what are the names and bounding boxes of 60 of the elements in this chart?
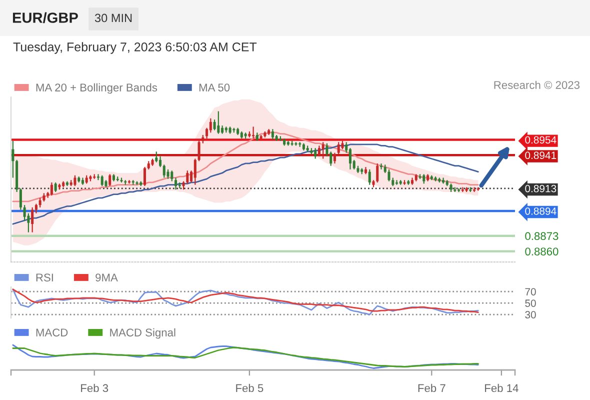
x-tick-label: Feb 3 <box>81 384 108 392</box>
candlestick <box>337 142 340 155</box>
candlestick <box>166 168 170 180</box>
candlestick <box>170 170 174 182</box>
candlestick <box>74 174 76 187</box>
candlestick <box>333 152 336 164</box>
legend-label: RSI <box>36 274 53 282</box>
y-tick-label: 50 <box>525 300 536 307</box>
candlestick <box>38 197 42 208</box>
candlestick <box>368 168 371 186</box>
candlestick <box>388 168 390 182</box>
text: 30 MIN <box>94 14 132 22</box>
candlestick <box>54 182 57 193</box>
candlestick <box>159 156 162 168</box>
candlestick <box>213 119 216 131</box>
legend-label: MA 20 + Bollinger Bands <box>36 83 158 94</box>
candlestick <box>348 147 352 170</box>
candlestick <box>198 139 200 162</box>
candlestick <box>186 170 189 184</box>
legend-label: MACD <box>36 328 68 336</box>
candlestick <box>271 128 274 140</box>
candlestick <box>143 166 146 187</box>
chart-title: EUR/GBP <box>12 12 78 24</box>
y-tick-label: 0.8954 <box>525 136 556 144</box>
candlestick <box>155 151 158 163</box>
candlestick <box>12 140 14 178</box>
y-tick-label: 0.8913 <box>525 184 556 192</box>
y-tick-label: 0.8941 <box>525 152 556 160</box>
candlestick <box>31 206 34 233</box>
legend-label: MA 50 <box>199 84 230 92</box>
candlestick <box>376 162 379 184</box>
y-tick-label: 70 <box>525 288 536 296</box>
candlestick <box>23 204 26 222</box>
candlestick <box>422 174 426 184</box>
text: Research © 2023 <box>494 80 580 89</box>
legend-label: MACD Signal <box>110 328 176 339</box>
candlestick <box>473 186 476 193</box>
candlestick <box>209 118 212 134</box>
candlestick <box>34 203 38 214</box>
chart-subtitle: Tuesday, February 7, 2023 6:50:03 AM CET <box>13 42 257 54</box>
candlestick <box>322 142 324 160</box>
x-tick-label: Feb 5 <box>236 384 264 392</box>
candlestick <box>100 174 104 187</box>
candlestick <box>217 110 220 134</box>
candlestick <box>162 164 166 178</box>
candlestick <box>318 145 320 157</box>
y-tick-label: 0.8873 <box>525 232 558 240</box>
candlestick <box>50 182 53 196</box>
x-tick-label: Feb 7 <box>418 384 446 392</box>
candlestick <box>174 177 178 190</box>
candlestick <box>194 158 196 186</box>
y-tick-label: 30 <box>525 311 536 318</box>
candlestick <box>314 147 317 160</box>
candlestick <box>19 188 22 210</box>
y-tick-label: 0.8860 <box>525 248 558 256</box>
y-tick-label: 0.8894 <box>525 207 556 215</box>
line-series <box>12 144 479 225</box>
x-tick-label: Feb 14 <box>485 384 518 392</box>
candlestick <box>108 174 112 187</box>
legend-label: 9MA <box>96 274 118 282</box>
